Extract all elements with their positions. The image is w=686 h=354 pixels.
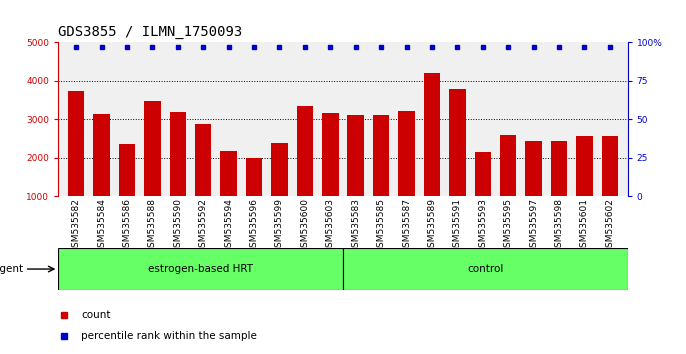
Bar [373, 115, 390, 196]
Bar [58, 248, 343, 290]
Bar [500, 135, 517, 196]
Text: agent: agent [0, 264, 23, 274]
Bar [347, 115, 364, 196]
Text: count: count [81, 310, 110, 320]
Bar [169, 112, 186, 196]
Bar [449, 90, 466, 196]
Bar [551, 141, 567, 196]
Text: estrogen-based HRT: estrogen-based HRT [148, 264, 253, 274]
Bar [246, 158, 262, 196]
Bar [322, 113, 339, 196]
Bar [220, 152, 237, 196]
Text: control: control [467, 264, 504, 274]
Bar [195, 124, 211, 196]
Bar [525, 141, 542, 196]
Bar [144, 101, 161, 196]
Text: GDS3855 / ILMN_1750093: GDS3855 / ILMN_1750093 [58, 25, 243, 39]
Bar [271, 143, 287, 196]
Bar [296, 105, 313, 196]
Bar [343, 248, 628, 290]
Bar [602, 136, 618, 196]
Bar [119, 144, 135, 196]
Bar [68, 91, 84, 196]
Bar [424, 73, 440, 196]
Bar [576, 136, 593, 196]
Bar [475, 152, 491, 196]
Text: percentile rank within the sample: percentile rank within the sample [81, 331, 257, 341]
Bar [399, 111, 415, 196]
Bar [93, 114, 110, 196]
